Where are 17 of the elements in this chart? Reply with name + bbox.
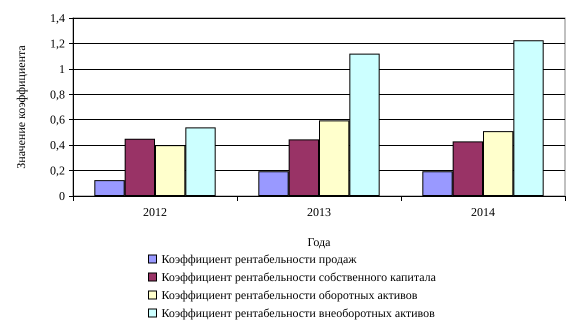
legend-label: Коэффициент рентабельности оборотных активов [162,288,418,302]
y-axis-title: Значение коэффициента [14,44,28,169]
y-tick-label: 0,2 [50,164,65,178]
y-tick-label: 0,6 [50,112,65,127]
legend-label: Коэффициент рентабельности внеоборотных активов [162,306,436,320]
y-tick-label: 1 [59,62,65,76]
x-axis-title: Года [308,235,332,249]
y-tick-label: 0,8 [50,87,65,102]
y-tick-label: 1,4 [50,11,65,25]
x-tick-label: 2013 [307,205,331,219]
x-tick-label: 2014 [471,205,495,219]
y-tick-label: 1,2 [50,36,65,50]
legend-label: Коэффициент рентабельности продаж [162,252,358,266]
y-tick-label: 0,4 [50,138,65,152]
legend-label: Коэффициент рентабельности собственного капитала [162,270,437,284]
y-tick-label: 0 [59,189,65,203]
x-tick-label: 2012 [143,205,167,219]
